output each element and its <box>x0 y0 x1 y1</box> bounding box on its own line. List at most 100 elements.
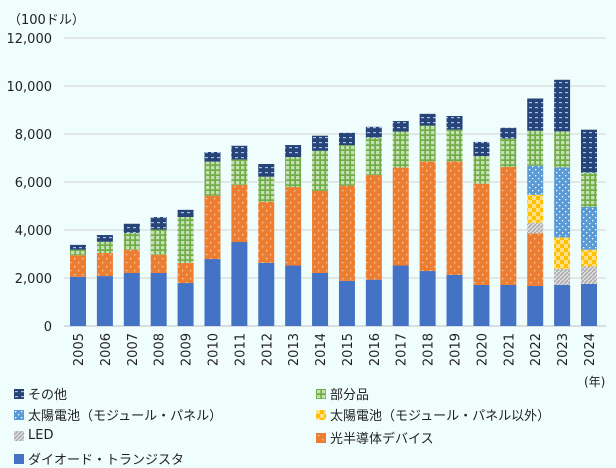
x-tick-label: 2015 <box>341 333 356 366</box>
bar-segment <box>258 262 275 326</box>
bar-segment <box>177 262 194 284</box>
legend-label: 光半導体デバイス <box>330 432 434 447</box>
bar-segment <box>581 249 597 267</box>
bar-segment <box>500 284 517 326</box>
bar-segment <box>177 209 194 218</box>
bar-segment <box>312 272 329 326</box>
legend-item: 部分品 <box>316 384 369 403</box>
bar-segment <box>500 166 517 285</box>
bar-segment <box>500 127 517 139</box>
bar-segment <box>338 145 355 186</box>
x-tick-label: 2006 <box>99 333 114 366</box>
legend-item: LED <box>14 428 53 443</box>
x-tick-label: 2017 <box>395 333 410 366</box>
legend-swatch <box>316 409 326 420</box>
bar-segment <box>285 265 302 326</box>
bar-segment <box>338 280 355 326</box>
legend-label: ダイオード・トランジスタ <box>28 453 185 468</box>
bar-segment <box>150 229 167 255</box>
legend-swatch <box>14 409 24 420</box>
bar-segment <box>554 131 571 168</box>
bar-segment <box>231 145 248 160</box>
x-tick-label: 2021 <box>502 333 517 366</box>
bar-segment <box>365 279 382 326</box>
bar-segment <box>365 175 382 280</box>
bar-segment <box>258 164 275 177</box>
bar-segment <box>419 271 436 326</box>
bar-segment <box>312 135 329 151</box>
legend-swatch <box>14 388 24 399</box>
bar-segment <box>150 272 167 326</box>
bar-segment <box>581 206 597 250</box>
bar-segment <box>70 244 86 250</box>
legend-label: LED <box>28 428 54 443</box>
bar-segment <box>96 235 113 242</box>
bar-segment <box>312 150 329 191</box>
bar-segment <box>473 156 490 184</box>
bar-segment <box>392 131 409 168</box>
bar-segment <box>285 145 302 158</box>
legend-item: ダイオード・トランジスタ <box>14 449 184 468</box>
bar-segment <box>204 161 221 196</box>
bar-segment <box>96 253 113 277</box>
legend-label: 部分品 <box>330 388 370 403</box>
bar-segment <box>554 167 571 238</box>
bar-segment <box>312 190 329 273</box>
bar-segment <box>581 284 597 326</box>
bar-segment <box>527 194 544 223</box>
x-tick-label: 2010 <box>206 333 221 366</box>
legend-label: その他 <box>28 388 68 403</box>
bar-segment <box>96 241 113 254</box>
bar-segment <box>446 274 463 326</box>
legend-item: 太陽電池（モジュール・パネル） <box>14 405 222 424</box>
x-tick-label: 2022 <box>529 333 544 366</box>
x-axis-unit-label: (年) <box>584 375 605 389</box>
bar-segment <box>554 268 571 285</box>
legend-swatch <box>316 432 326 443</box>
bar-segment <box>554 237 571 269</box>
x-tick-label: 2014 <box>314 333 329 366</box>
bar-segment <box>204 152 221 162</box>
bar-segment <box>527 98 544 131</box>
x-tick-label: 2016 <box>368 333 383 366</box>
y-axis-unit-label: （100ドル） <box>8 13 85 28</box>
bar-segment <box>365 137 382 176</box>
bar-segment <box>123 249 140 273</box>
bar-segment <box>70 255 86 277</box>
bar-segment <box>150 217 167 230</box>
bar-segment <box>527 285 544 326</box>
x-tick-label: 2019 <box>449 333 464 366</box>
bar-segment <box>338 185 355 281</box>
y-tick-label: 4,000 <box>15 224 52 239</box>
legend-swatch <box>316 388 326 399</box>
x-tick-label: 2008 <box>153 333 168 366</box>
legend-label: 太陽電池（モジュール・パネル以外） <box>330 409 551 424</box>
bar-segment <box>231 159 248 185</box>
bar-segment <box>527 165 544 195</box>
bar-segment <box>446 129 463 162</box>
x-tick-label: 2013 <box>287 333 302 366</box>
legend-label: 太陽電池（モジュール・パネル） <box>28 409 223 424</box>
bar-segment <box>473 141 490 157</box>
bar-segment <box>258 201 275 263</box>
bar-segment <box>527 130 544 166</box>
bar-segment <box>392 167 409 266</box>
x-tick-label: 2018 <box>422 333 437 366</box>
x-tick-label: 2012 <box>260 333 275 366</box>
x-tick-label: 2023 <box>556 333 571 366</box>
y-tick-label: 12,000 <box>7 32 53 47</box>
bar-segment <box>554 284 571 326</box>
legend-item: 光半導体デバイス <box>316 428 434 447</box>
y-tick-label: 8,000 <box>15 128 52 143</box>
legend-item: 太陽電池（モジュール・パネル以外） <box>316 405 550 424</box>
bar-segment <box>204 195 221 260</box>
bar-segment <box>527 222 544 234</box>
x-tick-label: 2024 <box>583 333 598 366</box>
bar-segment <box>204 259 221 326</box>
bar-segment <box>231 184 248 242</box>
bar-segment <box>554 79 571 132</box>
legend-swatch <box>14 430 24 441</box>
bar-segment <box>365 126 382 138</box>
bar-segment <box>70 249 86 256</box>
